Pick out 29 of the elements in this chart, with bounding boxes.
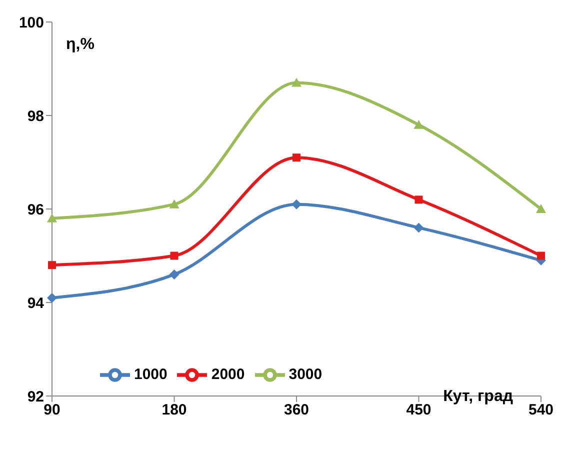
point <box>47 213 57 222</box>
y-tick-label: 100 <box>18 14 44 32</box>
x-tick-label: 450 <box>406 402 432 419</box>
point <box>170 252 178 260</box>
x-tick-label: 360 <box>284 402 310 419</box>
y-tick-label: 98 <box>27 108 44 125</box>
point <box>169 269 180 280</box>
x-axis-title: Кут, град <box>443 388 513 406</box>
point <box>292 199 302 210</box>
x-tick-label: 540 <box>528 402 554 419</box>
x-tick-label: 90 <box>44 402 60 419</box>
point <box>536 204 546 213</box>
y-tick-label: 96 <box>27 201 44 218</box>
y-axis-title: η,% <box>66 36 94 54</box>
point <box>169 199 180 208</box>
point <box>47 292 57 303</box>
legend-label: 1000 <box>134 366 168 383</box>
x-tick-label: 180 <box>162 402 187 419</box>
point <box>414 196 423 204</box>
legend-label: 2000 <box>211 366 245 383</box>
point <box>292 78 302 87</box>
point <box>414 120 424 129</box>
legend-label: 3000 <box>288 366 322 383</box>
point <box>537 252 545 260</box>
point <box>48 261 56 270</box>
point <box>414 222 424 233</box>
point <box>292 154 300 162</box>
y-tick-label: 92 <box>27 388 44 406</box>
y-tick-label: 94 <box>27 294 45 312</box>
